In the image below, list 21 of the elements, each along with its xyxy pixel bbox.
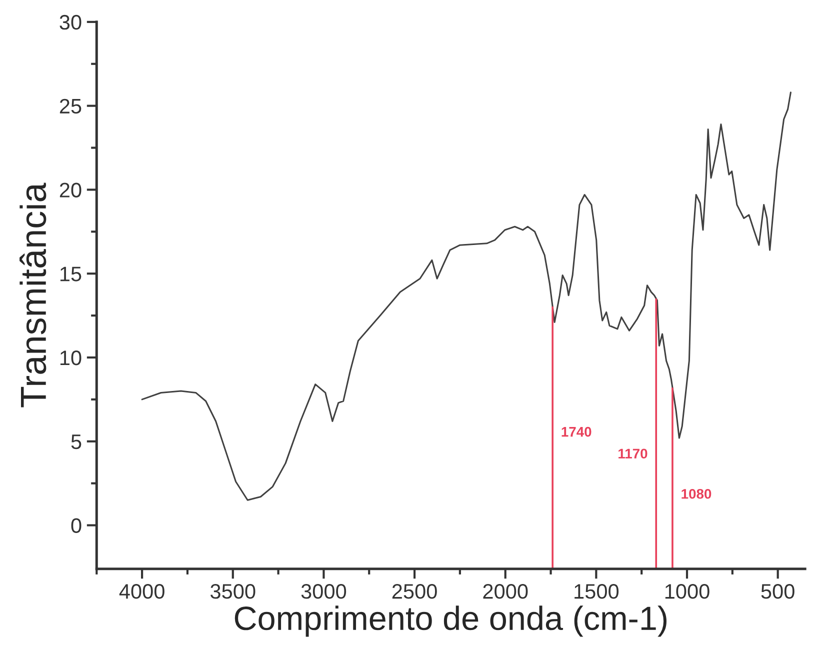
x-tick-label: 1500 bbox=[574, 584, 619, 599]
y-tick-label: 5 bbox=[71, 434, 82, 450]
y-tick-label: 0 bbox=[71, 518, 82, 534]
x-tick-label: 2000 bbox=[483, 584, 528, 599]
y-tick-label: 10 bbox=[60, 350, 82, 366]
y-tick-label: 15 bbox=[60, 266, 82, 282]
x-tick-label: 2500 bbox=[392, 584, 437, 599]
ref-line-label: 1740 bbox=[562, 426, 592, 437]
y-tick-label: 20 bbox=[60, 182, 82, 198]
y-tick-label: 30 bbox=[60, 14, 82, 30]
x-tick-label: 3500 bbox=[210, 584, 256, 599]
x-tick-label: 500 bbox=[761, 584, 794, 599]
y-axis-title: Transmitância bbox=[20, 182, 46, 408]
x-axis-title: Comprimento de onda (cm-1) bbox=[234, 606, 666, 637]
x-tick-label: 3000 bbox=[301, 584, 346, 599]
ref-line-label: 1170 bbox=[618, 448, 648, 459]
x-tick-label: 4000 bbox=[119, 584, 164, 599]
y-tick-label: 25 bbox=[60, 98, 82, 114]
line-series bbox=[141, 92, 792, 501]
x-tick-label: 1000 bbox=[665, 584, 710, 599]
ref-line-label: 1080 bbox=[682, 488, 712, 499]
